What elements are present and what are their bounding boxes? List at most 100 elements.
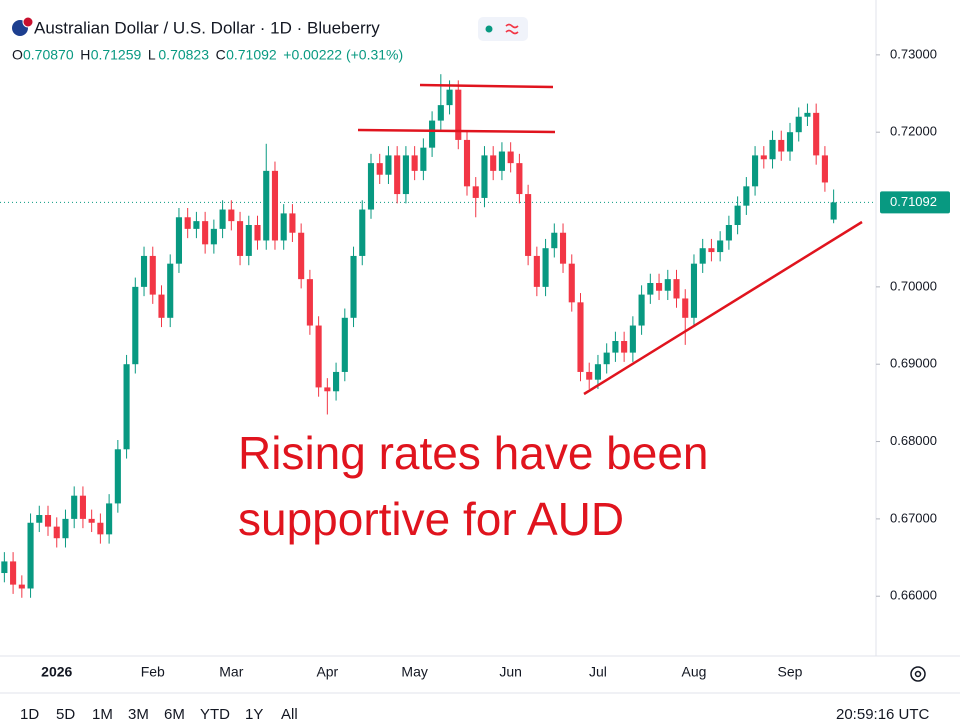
candle-body [821, 155, 828, 183]
candle-body [603, 352, 610, 365]
candle-body [411, 155, 418, 171]
candle-body [210, 228, 217, 245]
candle-body [106, 503, 113, 535]
candle-body [202, 221, 209, 245]
candle-body [786, 132, 794, 152]
ohlc-value: 0.71092 [226, 47, 277, 63]
candle-body [263, 170, 270, 241]
candle-body [429, 120, 436, 148]
ohlc-label: L [148, 47, 156, 63]
candle-body [18, 584, 25, 589]
ohlc-value: 0.70870 [23, 47, 74, 63]
candle-body [533, 255, 540, 287]
candle-body [10, 561, 17, 585]
candle-body [760, 155, 767, 160]
candle-body [542, 248, 549, 287]
candle-body [123, 364, 130, 450]
range-button[interactable]: 1Y [245, 706, 263, 722]
candle-body [219, 209, 226, 229]
range-button[interactable]: 1M [92, 706, 113, 722]
candle-body [420, 147, 427, 171]
support-trendline [583, 220, 863, 396]
range-button[interactable]: 5D [56, 706, 75, 722]
candle-body [525, 194, 532, 256]
candle-body [795, 116, 802, 133]
market-status-dot [485, 25, 493, 33]
candle-body [743, 186, 750, 206]
candle-body [463, 139, 471, 187]
candle-body [97, 522, 104, 535]
candle-body [725, 225, 732, 241]
candle-body [568, 263, 575, 303]
candle-body [350, 255, 357, 318]
candle-body [629, 325, 636, 353]
x-tick-label: Aug [682, 664, 707, 680]
resistance-line [419, 83, 554, 89]
candle-body [621, 341, 628, 353]
candle-body [577, 302, 584, 372]
settings-icon-center [914, 670, 922, 678]
candle-body [36, 515, 43, 523]
candle-body [708, 248, 715, 253]
candle-body [402, 155, 409, 195]
range-button[interactable]: 1D [20, 706, 39, 722]
range-button[interactable]: YTD [200, 706, 230, 722]
candle-body [359, 209, 366, 256]
range-button[interactable]: 3M [128, 706, 149, 722]
candle-body [813, 112, 820, 156]
candle-body [655, 283, 663, 291]
candle-body [682, 298, 689, 318]
candle-body [481, 155, 488, 198]
range-button[interactable]: All [281, 706, 298, 722]
candle-body [594, 364, 602, 380]
candle-body [27, 522, 34, 589]
candle-body [1, 561, 8, 574]
candle-body [254, 225, 261, 241]
candle-body [690, 263, 698, 318]
annotation: Rising rates have been [238, 427, 709, 479]
y-tick-label: 0.72000 [890, 124, 937, 139]
settings-icon[interactable] [910, 666, 926, 682]
candle-body [324, 387, 331, 392]
candle-body [437, 105, 444, 121]
candle-body [53, 526, 60, 539]
annotation: supportive for AUD [238, 493, 624, 545]
candle-body [498, 151, 505, 171]
x-tick-label: Mar [219, 664, 243, 680]
candle-body [114, 449, 121, 504]
candle-body [298, 232, 305, 280]
last-price-tag [880, 191, 950, 214]
candle-body [175, 217, 183, 264]
ohlc-change: +0.00222 (+0.31%) [283, 47, 403, 63]
candle-body [804, 112, 811, 117]
y-tick-label: 0.68000 [890, 433, 937, 448]
candle-body [385, 155, 392, 175]
symbol-flag-us [22, 16, 34, 28]
clock: 20:59:16 UTC [836, 706, 930, 722]
candle-body [167, 263, 174, 318]
candle-body [236, 221, 244, 256]
resistance-line [357, 128, 556, 134]
candle-body [516, 163, 523, 195]
candle-body [333, 371, 340, 392]
candle-body [376, 163, 383, 175]
range-button[interactable]: 6M [164, 706, 185, 722]
candle-body [341, 317, 348, 372]
x-tick-label: Apr [316, 664, 338, 680]
candle-body [44, 515, 52, 527]
ohlc-value: 0.70823 [158, 47, 209, 63]
candle-body [664, 279, 671, 291]
candle-body [184, 217, 191, 229]
candle-body [315, 325, 322, 388]
candle-body [647, 283, 654, 295]
candle-body [306, 279, 313, 326]
x-tick-label: Sep [778, 664, 803, 680]
candle-body [559, 232, 567, 264]
y-tick-label: 0.67000 [890, 510, 937, 525]
candle-body [446, 89, 453, 106]
candle-body [455, 89, 462, 140]
candle-body [394, 155, 401, 195]
candle-body [367, 163, 375, 210]
status-pill[interactable] [478, 17, 528, 41]
candle-body [193, 221, 200, 229]
